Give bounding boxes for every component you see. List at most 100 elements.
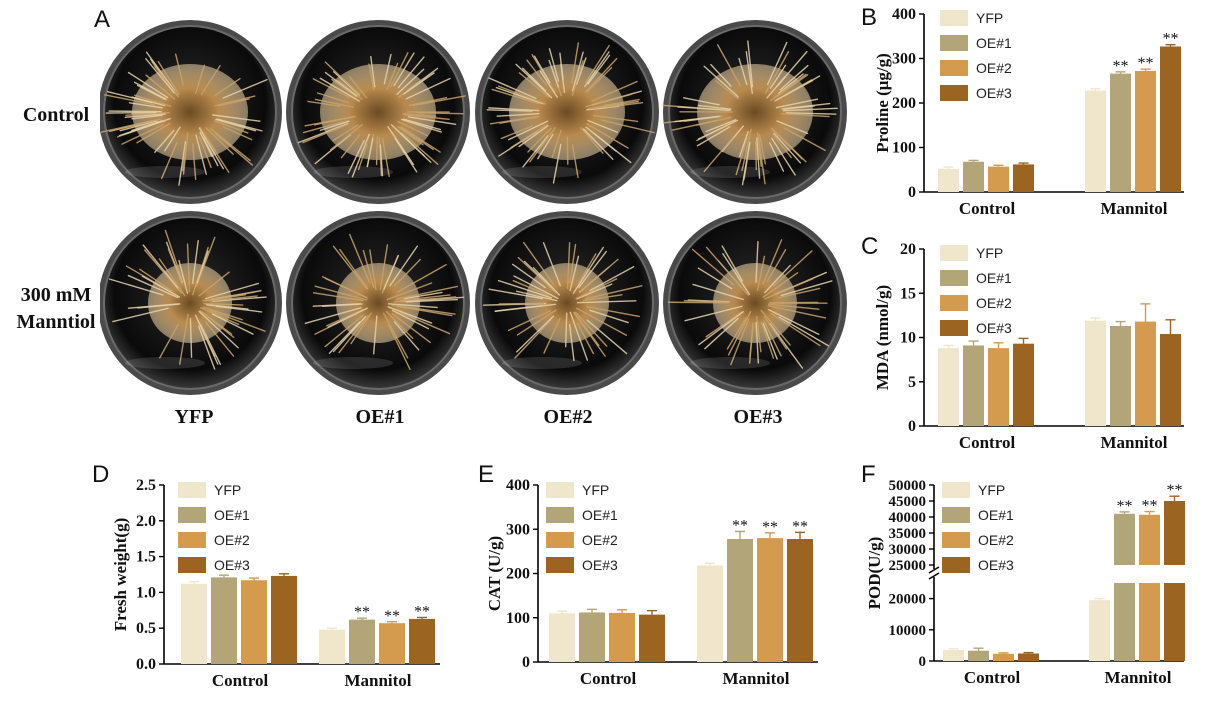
- legend-swatch: [178, 482, 206, 498]
- bar: [319, 629, 345, 664]
- bar: [349, 619, 375, 664]
- legend-label: YFP: [582, 482, 609, 498]
- legend-swatch: [546, 482, 574, 498]
- significance-mark: **: [354, 604, 370, 621]
- legend-label: YFP: [978, 482, 1005, 498]
- bar: [1135, 70, 1156, 192]
- legend-swatch: [178, 557, 206, 573]
- legend-label: YFP: [214, 482, 241, 498]
- petri-dish: [100, 211, 282, 395]
- bar: [1085, 90, 1106, 192]
- legend-label: OE#3: [978, 557, 1014, 573]
- y-tick-label: 100: [506, 610, 530, 627]
- legend-label: OE#3: [976, 85, 1012, 101]
- y-tick-label: 400: [506, 477, 530, 494]
- legend-label: OE#1: [976, 35, 1012, 51]
- bar: [609, 612, 635, 662]
- significance-mark: **: [414, 603, 430, 620]
- significance-mark: **: [1117, 498, 1133, 515]
- legend-label: OE#1: [976, 270, 1012, 286]
- y-axis-label: Fresh weight(g): [111, 518, 130, 631]
- y-tick-label: 2.5: [136, 477, 156, 494]
- category-label: Mannitol: [1104, 668, 1171, 687]
- col-label-yfp: YFP: [174, 406, 214, 428]
- petri-dish: [286, 20, 470, 204]
- panel-letter-b: B: [861, 4, 878, 31]
- panel-letter-a: A: [94, 6, 111, 33]
- bar: [963, 161, 984, 192]
- y-tick-label: 200: [506, 566, 530, 583]
- y-tick-label: 0.0: [136, 656, 156, 673]
- axis-break-mark: [928, 572, 940, 580]
- bar: [988, 166, 1009, 192]
- bar: [1089, 600, 1110, 661]
- panel-letter-f: F: [861, 461, 876, 488]
- significance-mark: **: [792, 518, 808, 535]
- petri-dish: [662, 20, 847, 204]
- legend-swatch: [940, 245, 968, 261]
- chart-cat: 0 100 200 300 400 CAT (U/g) Control ** ** ** Manni…: [485, 477, 818, 688]
- legend-label: OE#2: [214, 532, 250, 548]
- category-label: Control: [580, 669, 637, 688]
- bar: [1013, 164, 1034, 192]
- y-tick-label: 0.5: [136, 620, 156, 637]
- legend-swatch: [940, 60, 968, 76]
- significance-mark: **: [1163, 31, 1179, 48]
- bar: [993, 653, 1014, 661]
- bar: [988, 348, 1009, 426]
- row-label-mannitol: 300 mM Manntiol: [16, 284, 96, 333]
- bar: [549, 613, 575, 662]
- bar: [1013, 343, 1034, 426]
- petri-dish: [100, 20, 282, 204]
- y-tick-label: 300: [892, 51, 916, 68]
- y-tick-label: 0: [908, 184, 916, 201]
- bar: [271, 575, 297, 664]
- y-tick-label: 300: [506, 521, 530, 538]
- y-tick-label: 400: [892, 6, 916, 23]
- y-tick-label: 1.0: [136, 584, 156, 601]
- chart-pod: 0 10000 20000 25000300003500040000450005000…: [865, 478, 1185, 687]
- y-tick-label: 1.5: [136, 549, 156, 566]
- petri-dish: [663, 211, 847, 395]
- axis-break-mark: [928, 566, 940, 574]
- y-tick-label: 15: [900, 285, 916, 302]
- y-tick-label: 100: [892, 140, 916, 157]
- category-label: Mannitol: [722, 669, 789, 688]
- bar: [1135, 321, 1156, 426]
- legend-swatch: [546, 532, 574, 548]
- y-axis-label: POD(U/g): [865, 537, 884, 610]
- legend-label: OE#3: [582, 557, 618, 573]
- category-label: Mannitol: [1100, 199, 1167, 218]
- panel-letter-d: D: [92, 461, 110, 488]
- significance-mark: **: [1142, 498, 1158, 515]
- y-tick-label: 2.0: [136, 513, 156, 530]
- legend-swatch: [546, 557, 574, 573]
- category-label: Control: [212, 671, 269, 690]
- bar: [1164, 501, 1185, 565]
- bar: [1110, 73, 1131, 192]
- legend-label: YFP: [976, 10, 1003, 26]
- chart-proline: 0 100 200 300 400 Proline (μg/g) Control ** ** **…: [873, 6, 1184, 218]
- petri-dish: [475, 211, 659, 395]
- y-tick-label: 20000: [889, 592, 927, 608]
- legend-swatch: [178, 532, 206, 548]
- category-label: Control: [959, 433, 1016, 452]
- legend-label: OE#1: [214, 507, 250, 523]
- significance-mark: **: [1113, 58, 1129, 75]
- category-label: Mannitol: [344, 671, 411, 690]
- bar: [963, 345, 984, 426]
- y-tick-label: 0: [908, 418, 916, 435]
- legend-swatch: [942, 532, 970, 548]
- legend-swatch: [940, 35, 968, 51]
- legend-swatch: [940, 85, 968, 101]
- bar: [241, 580, 267, 664]
- y-tick-label: 20: [900, 241, 916, 258]
- legend-swatch: [940, 320, 968, 336]
- bar: [787, 538, 813, 662]
- bar: [697, 565, 723, 662]
- chart-mda: 0 5 10 15 20 MDA (nmol/g) Control Mannitol YFP OE…: [873, 241, 1184, 452]
- legend-swatch: [942, 482, 970, 498]
- y-tick-label: 45000: [889, 494, 927, 510]
- bar: [943, 650, 964, 661]
- significance-mark: **: [1167, 482, 1183, 499]
